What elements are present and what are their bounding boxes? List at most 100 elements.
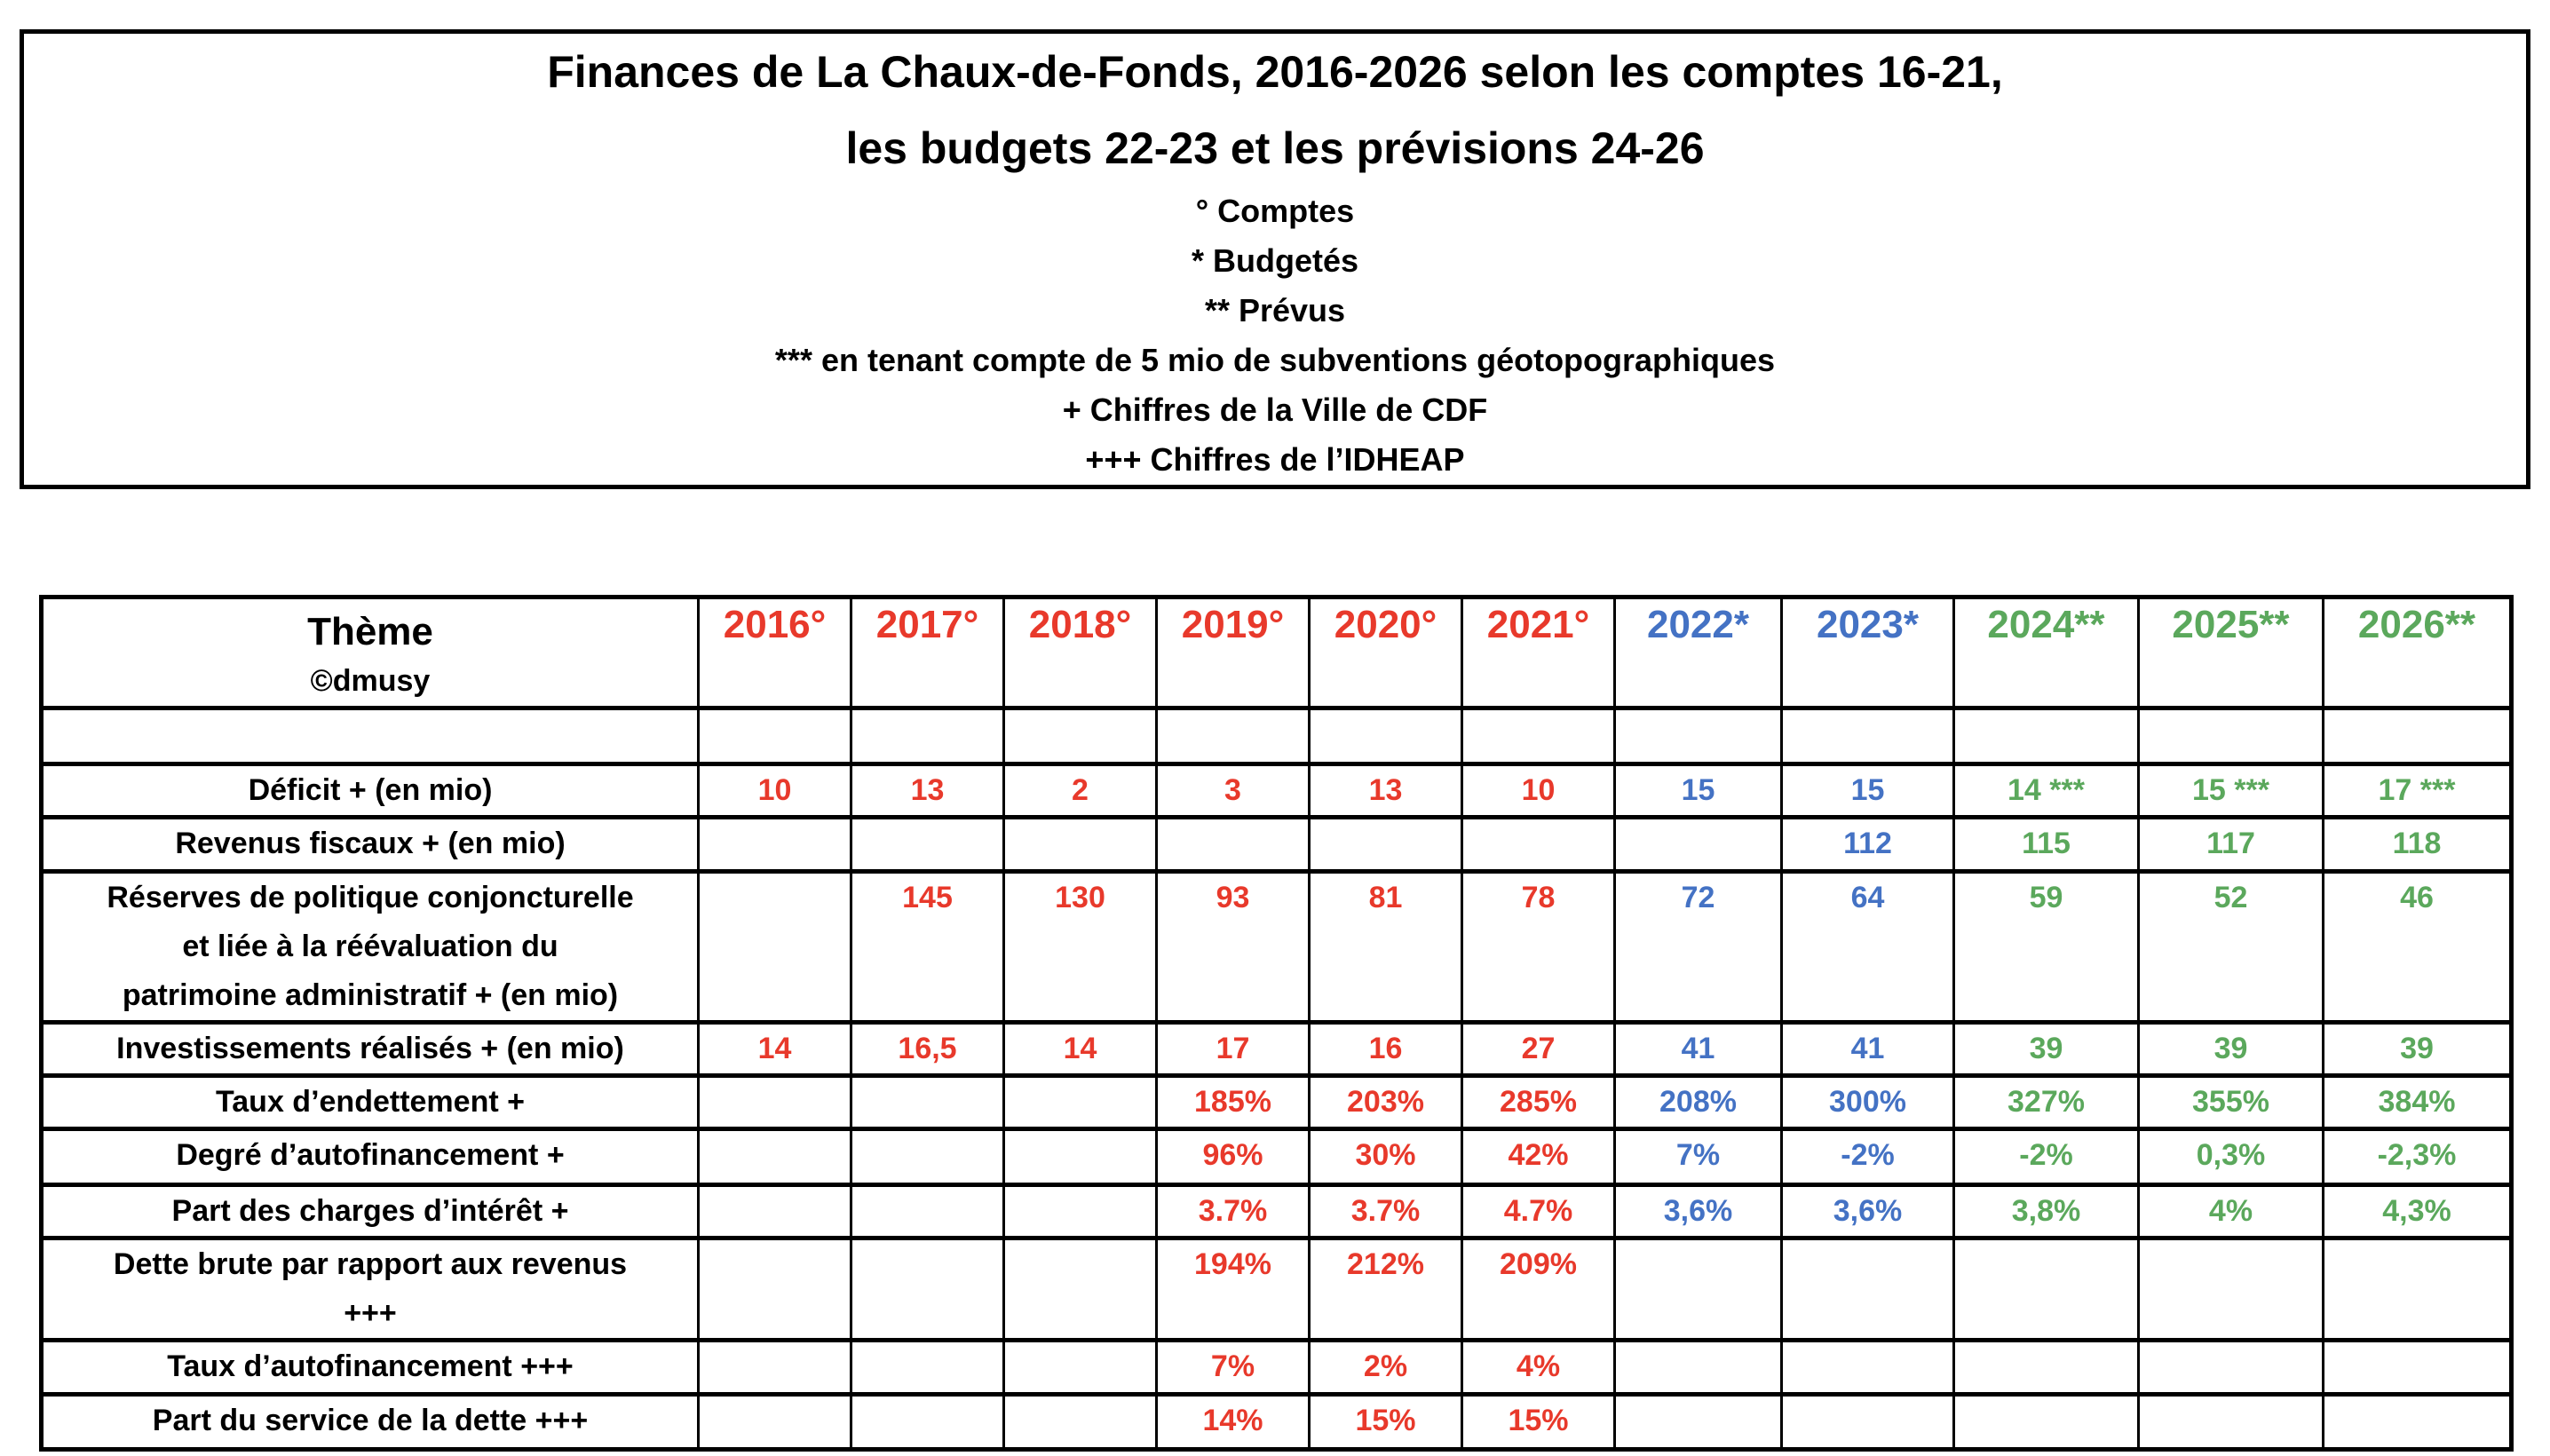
value-cell xyxy=(1155,706,1311,766)
main-title-line2: les budgets 22-23 et les prévisions 24-2… xyxy=(845,123,1705,173)
row-label-cell xyxy=(40,706,700,766)
value-cell: 14 xyxy=(1002,1020,1158,1078)
table-row: Taux d’autofinancement +++ 7% 2% 4% xyxy=(40,1338,2513,1397)
value-cell: 3,8% xyxy=(1952,1183,2140,1240)
value-cell: 93 xyxy=(1155,869,1311,1025)
value-cell xyxy=(1308,706,1463,766)
value-cell xyxy=(1613,706,1783,766)
value-cell: 2 xyxy=(1002,762,1158,819)
table-row: Part des charges d’intérêt +3.7% 3.7% 4.7%… xyxy=(40,1183,2513,1240)
row-label-cell: Taux d’endettement + xyxy=(40,1073,700,1131)
year-header-2023: 2023* xyxy=(1780,595,1955,710)
value-cell: 81 xyxy=(1308,869,1463,1025)
value-cell xyxy=(850,706,1005,766)
value-cell: 16 xyxy=(1308,1020,1463,1078)
year-header-2019: 2019° xyxy=(1155,595,1311,710)
value-cell: 118 xyxy=(2322,815,2513,874)
legend-comptes: ° Comptes xyxy=(1195,193,1355,229)
value-cell: 7% xyxy=(1613,1127,1783,1187)
value-cell: 212% xyxy=(1308,1236,1463,1342)
value-cell xyxy=(1952,1392,2140,1452)
table-header-row: Thème ©dmusy 2016° 2017° 2018° 2019° 2020° 20… xyxy=(40,595,2513,710)
value-cell xyxy=(2322,1392,2513,1452)
year-header-2025: 2025** xyxy=(2137,595,2324,710)
value-cell xyxy=(850,815,1005,874)
value-cell xyxy=(850,1236,1005,1342)
value-cell: 209% xyxy=(1461,1236,1616,1342)
value-cell: 4% xyxy=(2137,1183,2324,1240)
value-cell: 15 xyxy=(1780,762,1955,819)
finance-table: Thème ©dmusy 2016° 2017° 2018° 2019° 2020° 20… xyxy=(39,595,2514,1452)
table-row: Déficit + (en mio) 10 13 2 3 13 10 15 15 14 *** 15… xyxy=(40,762,2513,819)
value-cell: 39 xyxy=(2137,1020,2324,1078)
value-cell xyxy=(697,1392,852,1452)
value-cell: 41 xyxy=(1613,1020,1783,1078)
value-cell: 42% xyxy=(1461,1127,1616,1187)
table-row: Part du service de la dette +++ 14% 15% 15% xyxy=(40,1392,2513,1452)
year-header-2022: 2022* xyxy=(1613,595,1783,710)
value-cell: 112 xyxy=(1780,815,1955,874)
theme-header-label: Thème xyxy=(307,610,433,653)
value-cell xyxy=(1613,815,1783,874)
value-cell: 130 xyxy=(1002,869,1158,1025)
value-cell xyxy=(2322,1236,2513,1342)
value-cell: 13 xyxy=(1308,762,1463,819)
value-cell xyxy=(697,1127,852,1187)
value-cell xyxy=(1952,1338,2140,1397)
row-label-cell: Taux d’autofinancement +++ xyxy=(40,1338,700,1397)
value-cell xyxy=(1002,1127,1158,1187)
value-cell xyxy=(2137,1236,2324,1342)
value-cell: 41 xyxy=(1780,1020,1955,1078)
table-row: Investissements réalisés + (en mio) 14 16,… xyxy=(40,1020,2513,1078)
value-cell: 384% xyxy=(2322,1073,2513,1131)
value-cell: 15 xyxy=(1613,762,1783,819)
legend-subventions: *** en tenant compte de 5 mio de subvent… xyxy=(774,342,1776,378)
legend-prevus: ** Prévus xyxy=(1204,292,1346,328)
value-cell: 13 xyxy=(850,762,1005,819)
value-cell xyxy=(1002,1183,1158,1240)
value-cell: -2,3% xyxy=(2322,1127,2513,1187)
value-cell: 7% xyxy=(1155,1338,1311,1397)
value-cell: 0,3% xyxy=(2137,1127,2324,1187)
value-cell: 59 xyxy=(1952,869,2140,1025)
value-cell: 46 xyxy=(2322,869,2513,1025)
value-cell: 145 xyxy=(850,869,1005,1025)
table-row: Degré d’autofinancement +96% 30% 42% 7% -2% -… xyxy=(40,1127,2513,1187)
value-cell xyxy=(1308,815,1463,874)
value-cell: 194% xyxy=(1155,1236,1311,1342)
value-cell xyxy=(697,815,852,874)
theme-copyright: ©dmusy xyxy=(310,664,431,698)
table-row: Taux d’endettement + 185% 203% 285% 208% 300%… xyxy=(40,1073,2513,1131)
year-header-2016: 2016° xyxy=(697,595,852,710)
table-body: Déficit + (en mio) 10 13 2 3 13 10 15 15 14 *** 15… xyxy=(40,706,2513,1452)
table-row: Dette brute par rapport aux revenus +++ 1… xyxy=(40,1236,2513,1342)
value-cell: -2% xyxy=(1780,1127,1955,1187)
table-row: Réserves de politique conjoncturelle et … xyxy=(40,869,2513,1025)
value-cell xyxy=(1952,1236,2140,1342)
value-cell xyxy=(1461,706,1616,766)
value-cell xyxy=(850,1392,1005,1452)
value-cell: 300% xyxy=(1780,1073,1955,1131)
year-header-2021: 2021° xyxy=(1461,595,1616,710)
main-title-line1: Finances de La Chaux-de-Fonds, 2016-2026… xyxy=(547,47,2003,97)
row-label-cell: Investissements réalisés + (en mio) xyxy=(40,1020,700,1078)
row-label-cell: Réserves de politique conjoncturelle et … xyxy=(40,869,700,1025)
value-cell: 10 xyxy=(1461,762,1616,819)
legend-idheap: +++ Chiffres de l’IDHEAP xyxy=(1085,441,1465,478)
value-cell: 16,5 xyxy=(850,1020,1005,1078)
value-cell: 115 xyxy=(1952,815,2140,874)
year-header-2020: 2020° xyxy=(1308,595,1463,710)
value-cell xyxy=(1461,815,1616,874)
value-cell: 27 xyxy=(1461,1020,1616,1078)
value-cell xyxy=(1002,815,1158,874)
row-label-cell: Part des charges d’intérêt + xyxy=(40,1183,700,1240)
value-cell: 285% xyxy=(1461,1073,1616,1131)
value-cell: 15% xyxy=(1461,1392,1616,1452)
value-cell: -2% xyxy=(1952,1127,2140,1187)
value-cell xyxy=(1002,706,1158,766)
value-cell: 10 xyxy=(697,762,852,819)
value-cell xyxy=(697,1338,852,1397)
theme-header-cell: Thème ©dmusy xyxy=(40,595,700,710)
value-cell: 3.7% xyxy=(1155,1183,1311,1240)
